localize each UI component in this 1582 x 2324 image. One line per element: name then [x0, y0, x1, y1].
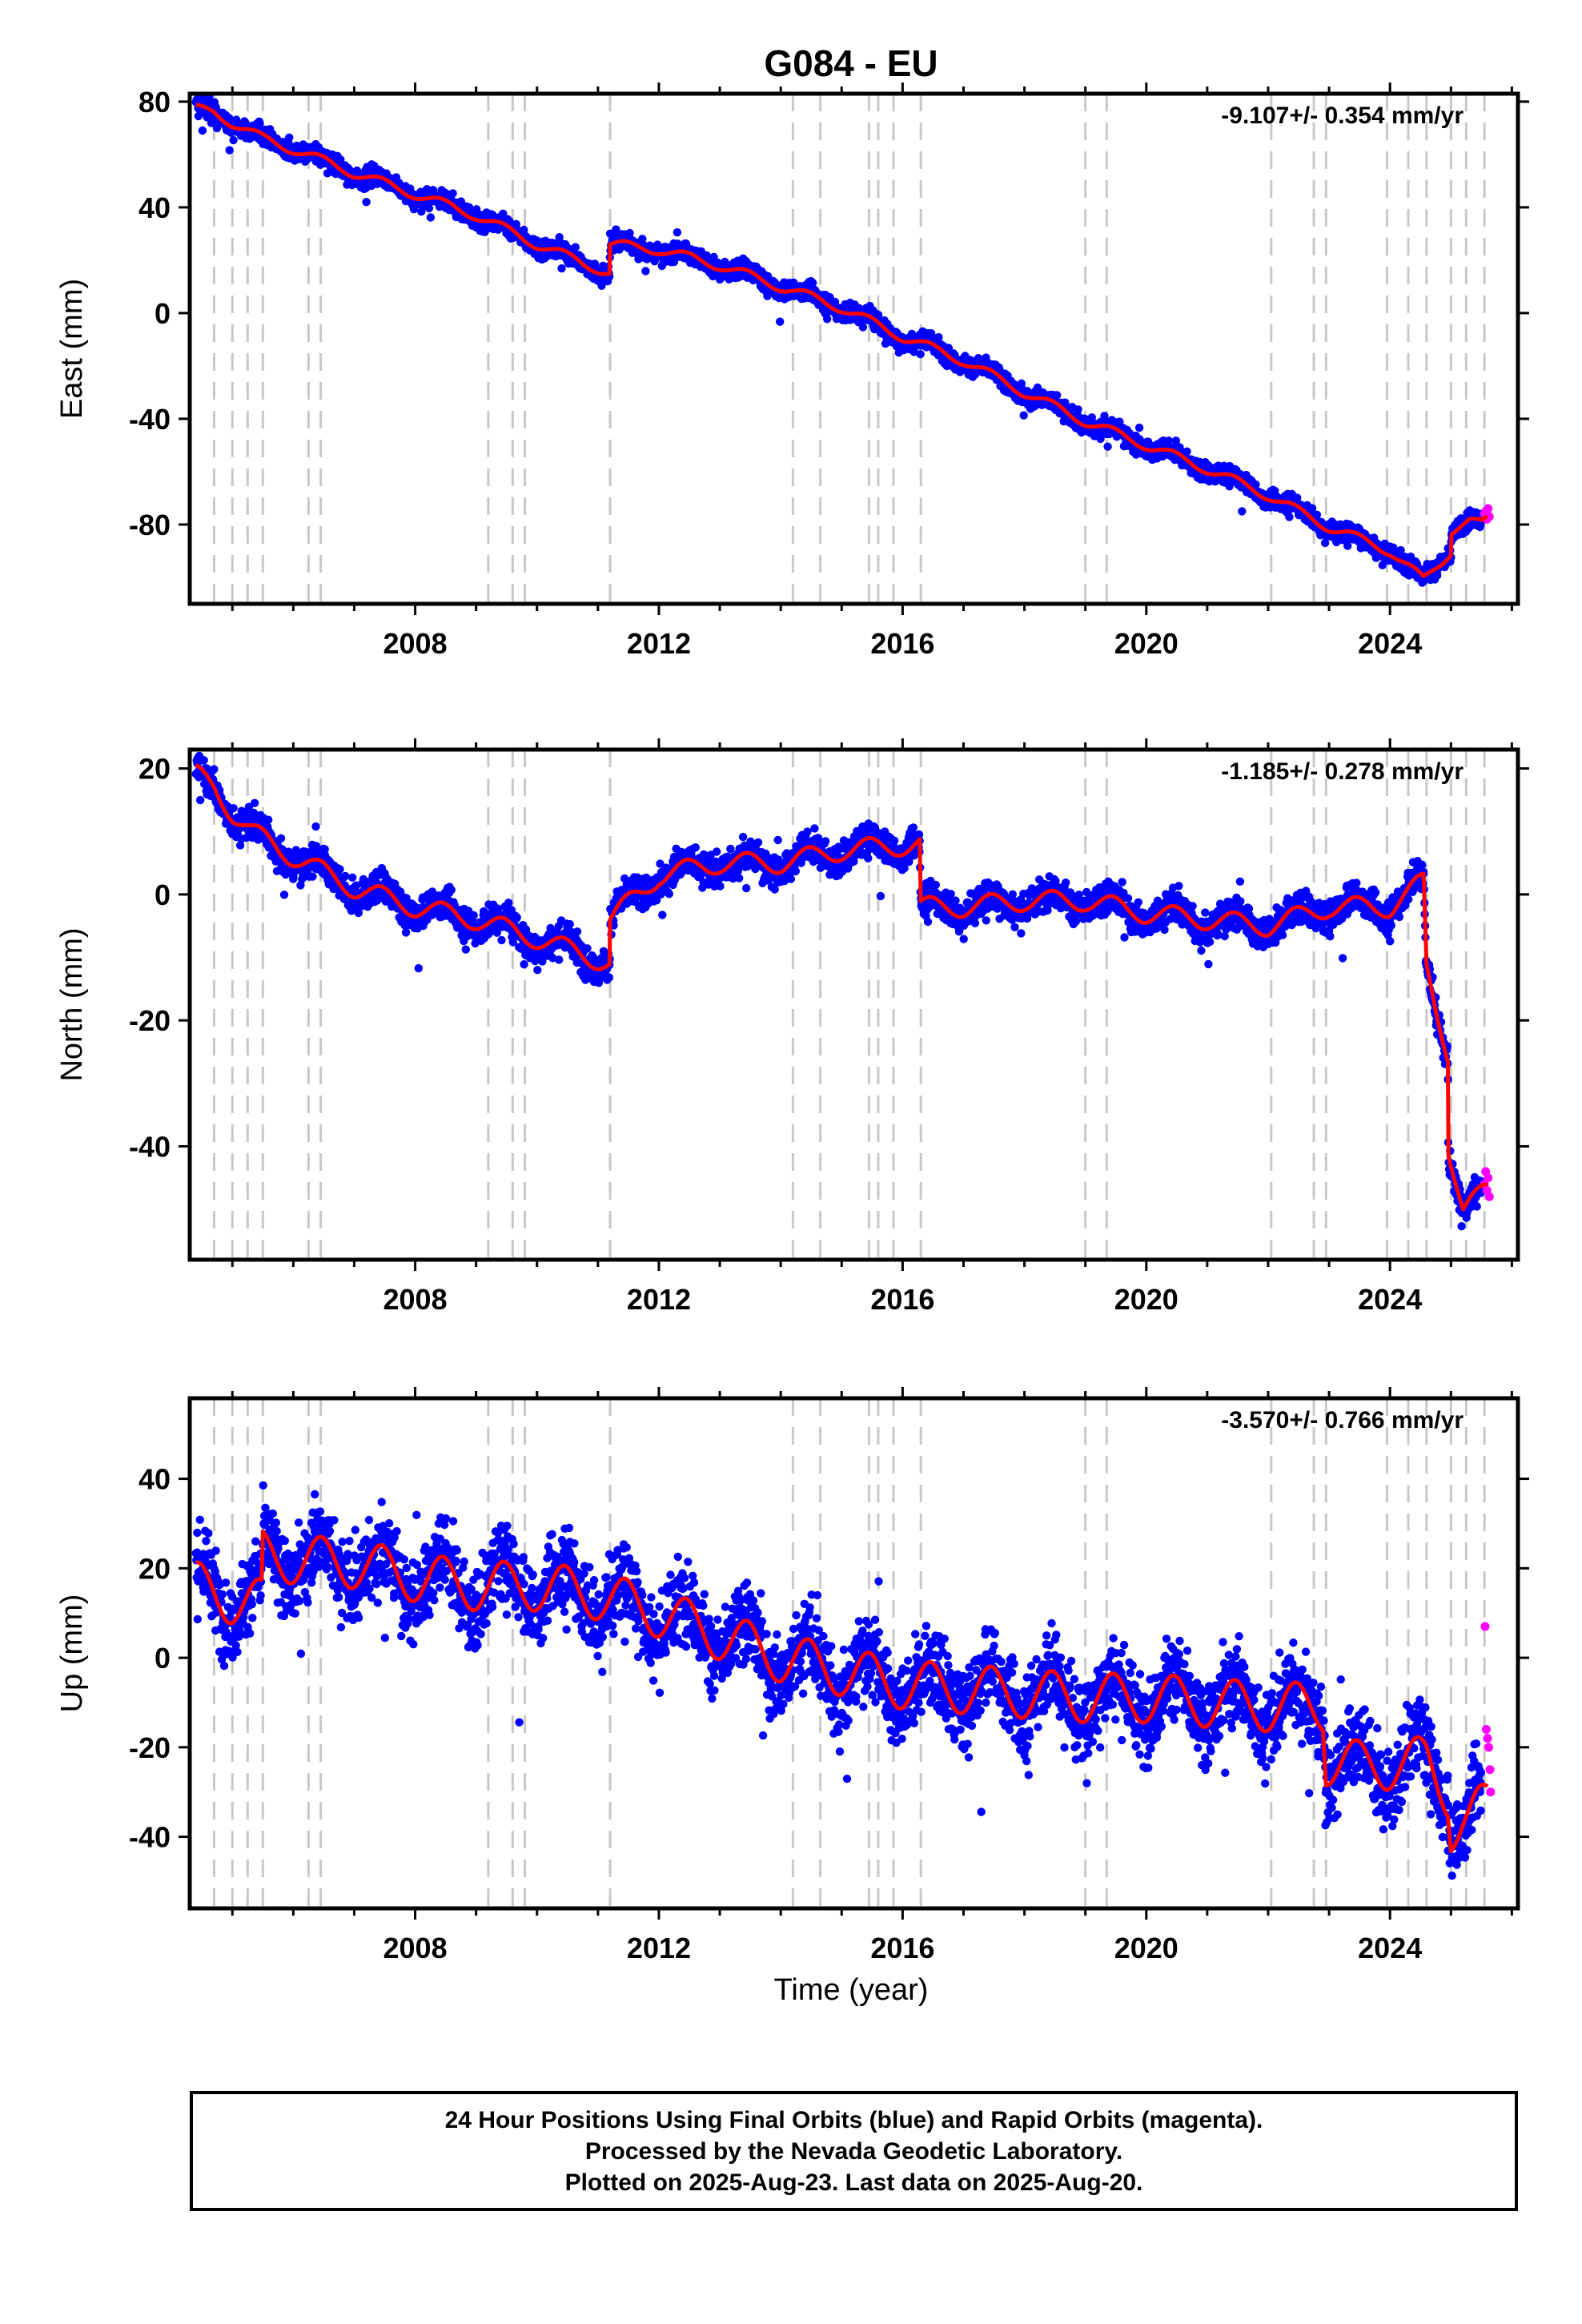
data-point: [250, 798, 259, 807]
rapid-point: [1484, 504, 1493, 513]
data-point: [198, 126, 207, 135]
data-point: [512, 913, 521, 922]
chart-title: G084 - EU: [764, 42, 938, 84]
y-tick-label: 40: [139, 191, 171, 224]
y-axis-label: East (mm): [55, 279, 89, 419]
data-point: [830, 297, 840, 307]
data-point: [229, 135, 238, 145]
data-point: [229, 804, 238, 813]
data-point: [469, 911, 478, 920]
data-point: [520, 960, 528, 969]
data-point: [426, 213, 436, 222]
data-point: [1053, 391, 1062, 400]
data-point: [225, 146, 234, 155]
data-point: [335, 865, 344, 874]
data-point: [916, 350, 925, 359]
data-point: [1134, 423, 1144, 432]
data-point: [279, 891, 289, 899]
data-point: [1285, 513, 1294, 521]
data-point: [823, 315, 832, 324]
final-orbit-points: [191, 750, 1486, 1231]
data-point: [264, 815, 273, 824]
data-point: [311, 822, 320, 831]
data-point: [504, 899, 513, 907]
data-point: [276, 834, 286, 843]
data-point: [612, 225, 620, 234]
data-point: [424, 203, 434, 213]
data-point: [565, 919, 574, 929]
data-point: [341, 871, 350, 881]
event-lines: [212, 750, 1486, 1260]
data-point: [1019, 411, 1028, 420]
panels: 80 40 0 -40 -80 2008 2012 2016 2020 2024 East (mm)…: [55, 82, 1529, 1964]
x-tick-label: 2020: [1114, 627, 1178, 660]
data-point: [448, 189, 457, 198]
data-point: [970, 370, 980, 379]
data-point: [199, 756, 208, 765]
data-point: [909, 348, 918, 356]
y-tick-label: 80: [139, 86, 171, 119]
data-point: [1074, 405, 1082, 414]
data-point: [414, 963, 423, 973]
x-tick-label: 2012: [627, 627, 691, 660]
final-orbit-points: [191, 94, 1486, 587]
rate-label: -9.107+/- 0.354 mm/yr: [1221, 103, 1464, 129]
y-tick-label: -40: [129, 403, 171, 436]
data-point: [308, 872, 317, 881]
data-point: [572, 927, 582, 936]
x-tick-label: 2008: [383, 627, 448, 660]
data-point: [809, 279, 817, 287]
data-point: [583, 944, 592, 953]
data-point: [533, 966, 542, 975]
data-point: [625, 228, 634, 238]
east-panel: 80 40 0 -40 -80 2008 2012 2016 2020 2024 East (mm)…: [55, 82, 1529, 660]
data-point: [604, 973, 614, 982]
data-point: [195, 795, 205, 805]
data-point: [285, 133, 294, 142]
data-point: [641, 267, 650, 275]
data-point: [1433, 571, 1442, 580]
data-point: [571, 243, 580, 251]
data-point: [1103, 442, 1112, 451]
y-tick-label: 0: [155, 297, 171, 330]
data-point: [212, 123, 222, 133]
data-point: [776, 317, 785, 326]
x-tick-label: 2024: [1358, 627, 1422, 660]
data-point: [497, 935, 506, 945]
data-point: [944, 344, 954, 352]
data-point: [461, 945, 470, 954]
data-point: [401, 928, 411, 937]
data-point: [1238, 507, 1247, 516]
data-point: [255, 119, 264, 128]
data-point: [210, 765, 219, 774]
data-point: [348, 873, 357, 883]
data-point: [555, 955, 564, 964]
data-point: [873, 311, 883, 320]
data-point: [673, 228, 682, 237]
data-point: [362, 198, 371, 207]
data-point: [557, 264, 566, 273]
data-point: [702, 251, 711, 260]
data-point: [858, 323, 868, 332]
event-lines: [212, 94, 1486, 604]
data-point: [1182, 447, 1191, 456]
data-point: [934, 332, 943, 342]
data-point: [520, 225, 528, 235]
y-tick-label: -80: [129, 509, 171, 541]
data-point: [447, 886, 456, 895]
x-tick-label: 2016: [870, 627, 934, 660]
